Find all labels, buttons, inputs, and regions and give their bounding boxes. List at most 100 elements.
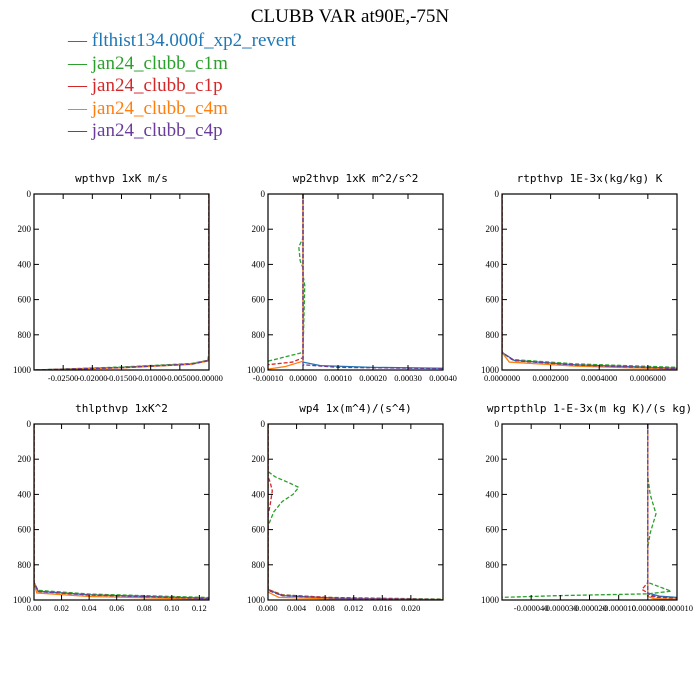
y-tick-label: 600 [252,295,266,305]
figure-title: CLUBB VAR at90E,-75N [250,6,450,27]
y-tick-label: 400 [486,489,500,499]
plot-frame [501,423,678,601]
y-tick-label: 1000 [247,365,266,375]
series-line [34,194,209,370]
y-tick-label: 200 [18,454,32,464]
legend-label: jan24_clubb_c1m [91,52,228,74]
y-tick-label: 200 [18,224,32,234]
x-tick-label: 0.000010 [661,603,693,613]
legend-swatch: — [68,97,92,119]
series-line [647,424,677,599]
legend-label: jan24_clubb_c4p [91,120,223,141]
series-line [34,194,209,370]
series-line [268,424,443,600]
x-tick-label: 0.10 [164,603,179,613]
y-tick-label: 200 [252,224,266,234]
series-line [268,194,304,370]
y-tick-label: 400 [252,259,266,269]
y-tick-label: 800 [252,560,266,570]
y-tick-label: 0 [495,189,500,199]
series-line [502,424,672,599]
series-line [502,194,677,370]
chart-panel: rtpthvp 1E-3x(kg/kg) K020040060080010000… [481,172,678,383]
y-tick-label: 400 [486,259,500,269]
y-tick-label: 600 [486,525,500,535]
x-tick-label: -0.000040 [514,603,549,613]
series-line [34,194,209,370]
plot-frame [267,193,444,371]
x-tick-label: -0.02500 [48,373,78,383]
series-line [268,194,306,362]
legend-label: jan24_clubb_c4m [91,97,228,119]
y-tick-label: 0 [261,189,266,199]
chart-title: wprtpthlp 1-E-3x(m kg K)/(s kg) [487,402,692,415]
y-tick-label: 800 [252,330,266,340]
y-tick-label: 0 [27,419,32,429]
x-tick-label: 0.012 [344,603,363,613]
series-line [502,194,677,369]
x-tick-label: 0.0002000 [533,373,569,383]
series-line [302,194,443,369]
x-tick-label: 0.02 [54,603,69,613]
y-tick-label: 400 [252,489,266,499]
legend-label: flthist134.000f_xp2_revert [91,30,296,51]
series-line [34,194,209,370]
chart-title: wp4 1x(m^4)/(s^4) [299,402,412,415]
y-tick-label: 200 [252,454,266,464]
x-tick-label: -0.00500 [165,373,195,383]
x-tick-label: 0.00040 [429,373,457,383]
y-tick-label: 0 [27,189,32,199]
series-line [34,424,209,600]
legend-swatch: — [68,52,92,74]
x-tick-label: 0.06 [109,603,124,613]
series-line [268,424,443,600]
series-line [502,194,677,370]
x-tick-label: 0.020 [401,603,420,613]
y-tick-label: 800 [18,330,32,340]
series-line [502,194,677,370]
series-line [302,194,443,370]
chart-title: wp2thvp 1xK m^2/s^2 [293,172,419,185]
x-tick-label: 0.00000 [195,373,223,383]
legend-item: — jan24_clubb_c1m [68,53,296,76]
x-tick-label: 0.0006000 [630,373,666,383]
chart-panel: wprtpthlp 1-E-3x(m kg K)/(s kg) 0 200 400 60… [481,402,693,613]
legend: — flthist134.000f_xp2_revert — jan24_club… [68,30,296,143]
x-tick-label: 0.12 [192,603,207,613]
series-line [34,424,209,599]
x-tick-label: 0.00030 [394,373,422,383]
legend-label: jan24_clubb_c1p [91,75,223,96]
x-tick-label: 0.04 [82,603,98,613]
chart-panel: wp2thvp 1xK m^2/s^2 0 200 400 600 800 1000-0.0… [247,172,457,383]
x-tick-label: 0.016 [373,603,392,613]
x-tick-label: 0.000000 [632,603,664,613]
y-tick-label: 600 [18,295,32,305]
series-line [647,424,677,600]
y-tick-label: 600 [486,295,500,305]
chart-title: rtpthvp 1E-3x(kg/kg) K [517,172,663,185]
y-tick-label: 1000 [481,595,500,605]
legend-item: — jan24_clubb_c1p [68,75,296,98]
series-line [268,194,304,366]
y-tick-label: 800 [18,560,32,570]
legend-item: — jan24_clubb_c4m [68,98,296,121]
y-tick-label: 0 [495,419,500,429]
legend-swatch: — [68,120,92,141]
chart-title: wpthvp 1xK m/s [75,172,168,185]
series-line [34,194,209,370]
legend-item: — jan24_clubb_c4p [68,120,296,143]
x-tick-label: 0.008 [316,603,335,613]
series-line [34,424,209,600]
series-line [502,194,677,369]
y-tick-label: 800 [486,330,500,340]
y-tick-label: 400 [18,259,32,269]
y-tick-label: 0 [261,419,266,429]
x-tick-label: 0.004 [287,603,307,613]
x-tick-label: -0.01500 [106,373,136,383]
legend-item: — flthist134.000f_xp2_revert [68,30,296,53]
y-tick-label: 600 [252,525,266,535]
x-tick-label: 0.00000 [289,373,317,383]
chart-panel: wpthvp 1xK m/s02004006008001000-0.02500-… [13,172,223,383]
